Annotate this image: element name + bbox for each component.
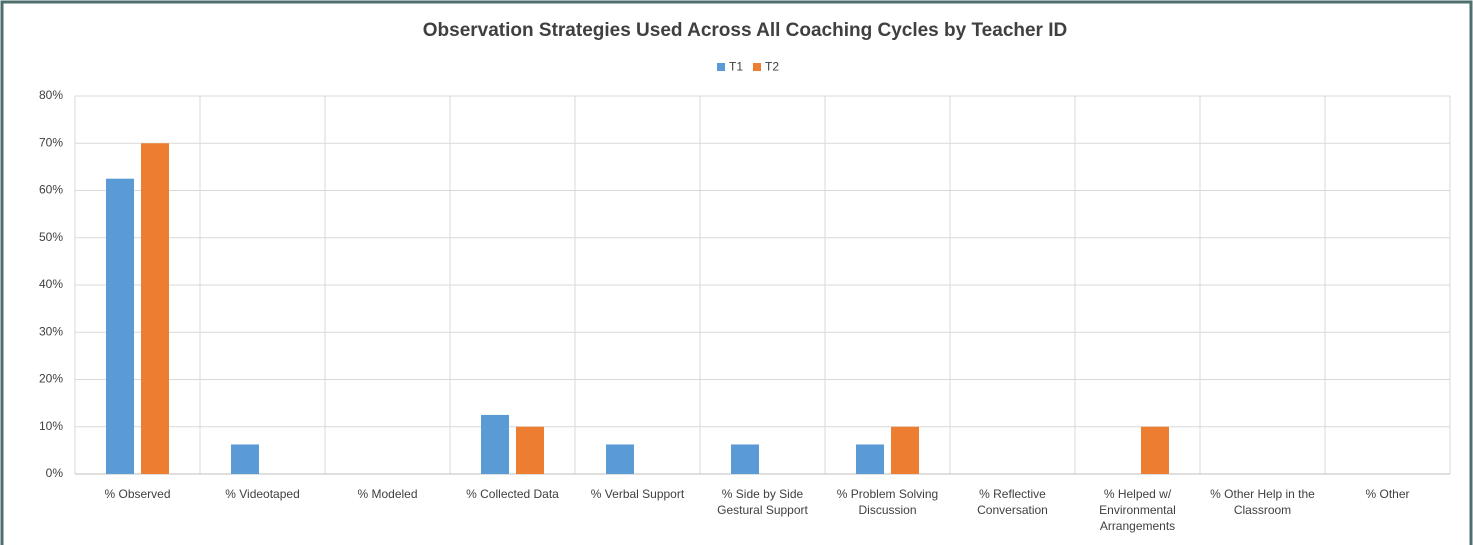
y-tick-label: 20% [39, 372, 63, 386]
y-tick-label: 50% [39, 230, 63, 244]
y-tick-label: 40% [39, 277, 63, 291]
y-tick-label: 70% [39, 135, 63, 149]
y-tick-label: 0% [46, 466, 64, 480]
x-tick-label: % Reflective Conversation [977, 487, 1048, 517]
x-tick-label: % Verbal Support [590, 487, 685, 501]
legend-label: T2 [765, 60, 779, 74]
x-tick-label: % Side by Side Gestural Support [717, 487, 808, 517]
bar [231, 444, 259, 474]
bar [891, 426, 919, 474]
x-tick-label: % Videotaped [225, 487, 300, 501]
chart-title: Observation Strategies Used Across All C… [423, 20, 1067, 41]
x-tick-label: % Observed [104, 487, 171, 501]
x-tick-label: % Modeled [357, 487, 418, 501]
legend-swatch [753, 63, 761, 71]
bar [106, 178, 134, 474]
bar [516, 426, 544, 474]
x-tick-label: % Problem Solving Discussion [836, 487, 939, 517]
y-tick-label: 30% [39, 324, 63, 338]
x-tick-label: % Collected Data [466, 487, 559, 501]
bar [1141, 426, 1169, 474]
legend-swatch [717, 63, 725, 71]
bar [606, 444, 634, 474]
x-tick-label: % Helped w/ Environmental Arrangements [1099, 487, 1176, 533]
bar [731, 444, 759, 474]
y-tick-label: 10% [39, 419, 63, 433]
bar [856, 444, 884, 474]
x-tick-label: % Other [1365, 487, 1410, 501]
y-tick-label: 60% [39, 183, 63, 197]
bar [141, 143, 169, 474]
legend-label: T1 [729, 60, 743, 74]
x-tick-label: % Other Help in the Classroom [1210, 487, 1315, 517]
bar [481, 414, 509, 474]
y-tick-label: 80% [39, 88, 63, 102]
